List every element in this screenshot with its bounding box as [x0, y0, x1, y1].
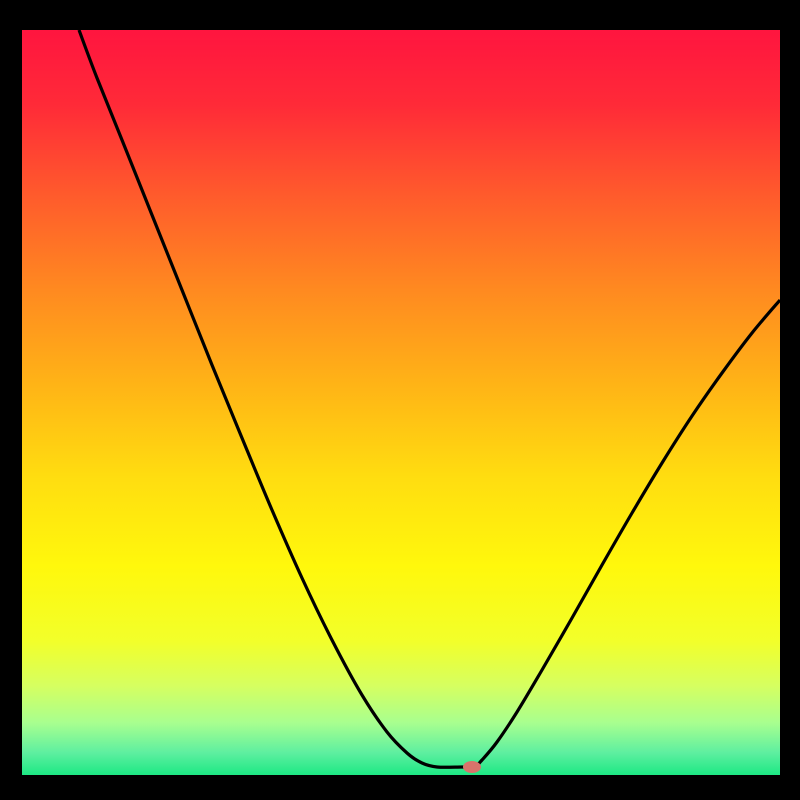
bottleneck-chart [22, 30, 780, 775]
optimum-marker [463, 761, 481, 773]
outer-frame [0, 0, 800, 800]
chart-background [22, 30, 780, 775]
